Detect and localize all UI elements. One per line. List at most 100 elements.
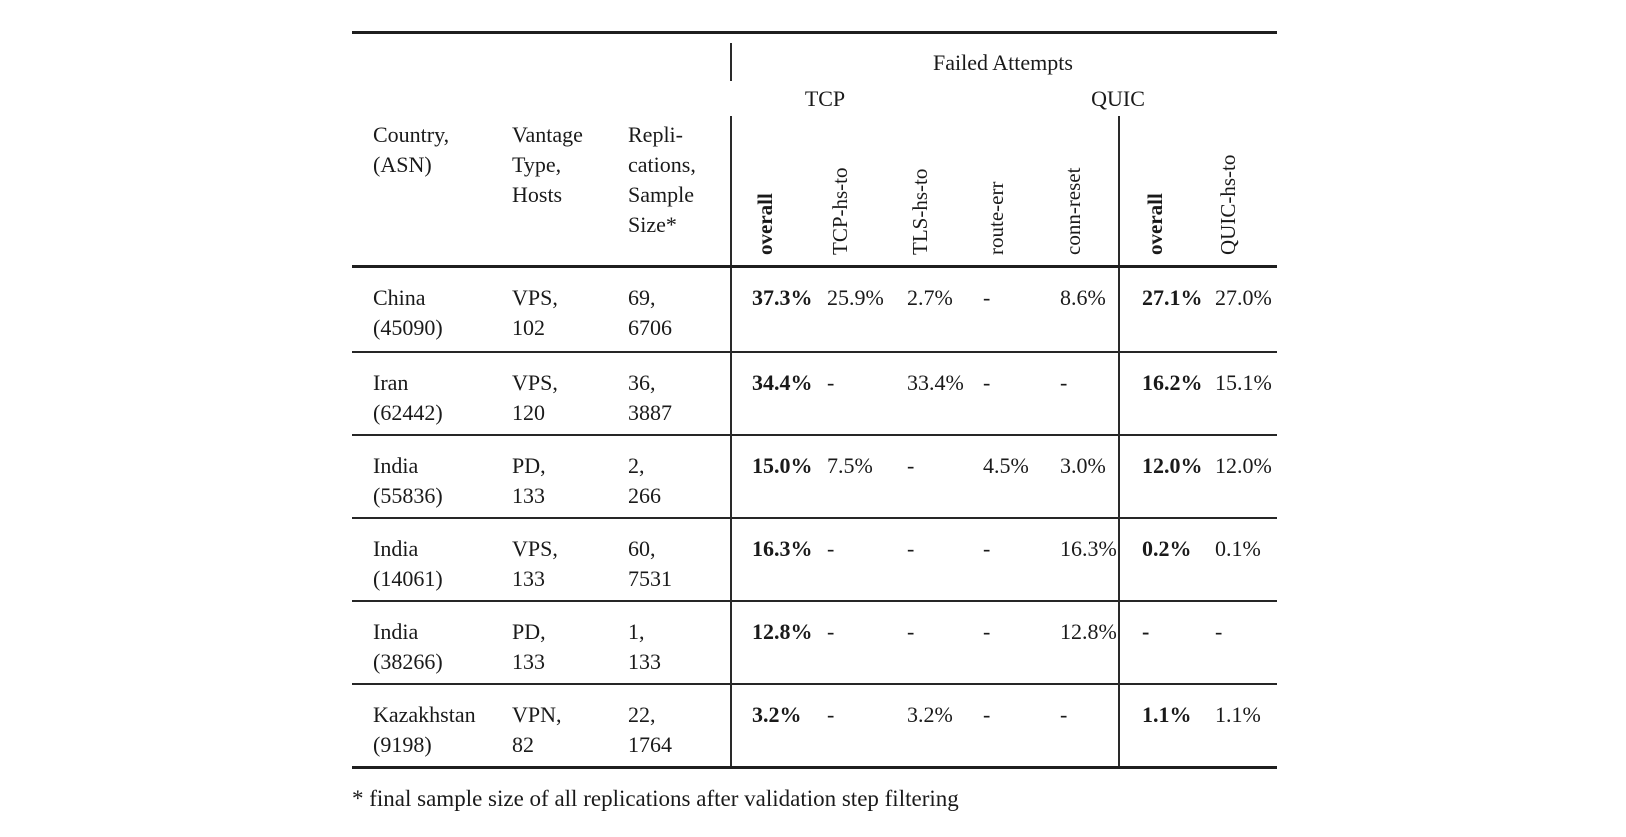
- tcp-group-divider-body: [730, 268, 732, 766]
- quic-group-divider-body: [1118, 268, 1120, 766]
- cell-route-err: -: [978, 685, 1055, 766]
- table-body: China (45090) VPS, 102 69, 6706 37.3% 25…: [352, 268, 1277, 769]
- sample-size: 7531: [628, 566, 672, 591]
- sample-size: 3887: [628, 400, 672, 425]
- hosts-count: 120: [512, 400, 545, 425]
- cell-tls-hs-to: 33.4%: [902, 353, 978, 434]
- quic-overall-value: 27.1%: [1142, 285, 1203, 310]
- cell-replications: 60, 7531: [607, 519, 732, 600]
- sample-size: 1764: [628, 732, 672, 757]
- sample-size: 266: [628, 483, 661, 508]
- cell-replications: 1, 133: [607, 602, 732, 683]
- cell-tcp-hs-to: -: [822, 519, 902, 600]
- vantage-type: VPN,: [512, 702, 562, 727]
- tls-hs-to-value: 33.4%: [907, 370, 964, 395]
- cell-replications: 36, 3887: [607, 353, 732, 434]
- cell-tcp-overall: 12.8%: [732, 602, 822, 683]
- replications-count: 22,: [628, 702, 656, 727]
- quic-overall-value: -: [1142, 619, 1150, 644]
- cell-tcp-hs-to: -: [822, 685, 902, 766]
- tcp-hs-to-value: -: [827, 536, 835, 561]
- cell-route-err: -: [978, 268, 1055, 351]
- quic-hs-to-value: 1.1%: [1215, 702, 1261, 727]
- table-row: India (38266) PD, 133 1, 133 12.8% - - -…: [352, 600, 1277, 683]
- hosts-count: 133: [512, 649, 545, 674]
- cell-vantage: VPS, 133: [491, 519, 607, 600]
- group-header-tcp: TCP: [804, 86, 846, 111]
- column-header-route-err: route-err: [984, 181, 1008, 255]
- tcp-group-divider-top: [730, 43, 732, 81]
- quic-group-divider-header: [1118, 116, 1120, 265]
- tcp-group-divider-header: [730, 116, 732, 265]
- cell-tcp-hs-to: -: [822, 602, 902, 683]
- quic-hs-to-value: -: [1215, 619, 1223, 644]
- replications-count: 69,: [628, 285, 656, 310]
- cell-replications: 22, 1764: [607, 685, 732, 766]
- cell-tcp-overall: 16.3%: [732, 519, 822, 600]
- column-header-conn-reset: conn-reset: [1061, 167, 1085, 255]
- hosts-count: 133: [512, 566, 545, 591]
- country-name: India: [373, 453, 419, 478]
- quic-overall-value: 12.0%: [1142, 453, 1203, 478]
- cell-replications: 69, 6706: [607, 268, 732, 351]
- conn-reset-value: 3.0%: [1060, 453, 1106, 478]
- asn-value: (55836): [373, 483, 443, 508]
- table-footnote: * final sample size of all replications …: [352, 786, 959, 811]
- cell-tcp-hs-to: 7.5%: [822, 436, 902, 517]
- replications-count: 36,: [628, 370, 656, 395]
- table-row: India (14061) VPS, 133 60, 7531 16.3% - …: [352, 517, 1277, 600]
- quic-hs-to-value: 15.1%: [1215, 370, 1272, 395]
- asn-value: (14061): [373, 566, 443, 591]
- cell-quic-overall: 27.1%: [1120, 268, 1210, 351]
- cell-route-err: 4.5%: [978, 436, 1055, 517]
- cell-quic-overall: 16.2%: [1120, 353, 1210, 434]
- cell-route-err: -: [978, 519, 1055, 600]
- cell-conn-reset: -: [1055, 685, 1120, 766]
- replications-count: 60,: [628, 536, 656, 561]
- cell-quic-overall: 0.2%: [1120, 519, 1210, 600]
- hosts-count: 102: [512, 315, 545, 340]
- column-header-vantage-line1: Vantage: [512, 122, 583, 147]
- tls-hs-to-value: -: [907, 536, 915, 561]
- cell-tls-hs-to: -: [902, 602, 978, 683]
- asn-value: (62442): [373, 400, 443, 425]
- quic-hs-to-value: 27.0%: [1215, 285, 1272, 310]
- cell-conn-reset: 3.0%: [1055, 436, 1120, 517]
- replications-count: 1,: [628, 619, 645, 644]
- route-err-value: -: [983, 370, 991, 395]
- cell-quic-hs-to: -: [1210, 602, 1277, 683]
- cell-country: Kazakhstan (9198): [352, 685, 491, 766]
- cell-tcp-overall: 15.0%: [732, 436, 822, 517]
- column-header-tcp-overall: overall: [753, 193, 777, 255]
- cell-tls-hs-to: 3.2%: [902, 685, 978, 766]
- conn-reset-value: -: [1060, 370, 1068, 395]
- tcp-hs-to-value: -: [827, 370, 835, 395]
- column-header-vantage-line2: Type,: [512, 152, 562, 177]
- tcp-hs-to-value: 25.9%: [827, 285, 884, 310]
- route-err-value: -: [983, 285, 991, 310]
- cell-tls-hs-to: 2.7%: [902, 268, 978, 351]
- table-row: Kazakhstan (9198) VPN, 82 22, 1764 3.2% …: [352, 683, 1277, 766]
- tcp-overall-value: 12.8%: [752, 619, 813, 644]
- quic-hs-to-value: 0.1%: [1215, 536, 1261, 561]
- quic-overall-value: 16.2%: [1142, 370, 1203, 395]
- column-header-country-line1: Country,: [373, 122, 450, 147]
- column-header-repl-line3: Sample: [628, 182, 694, 207]
- tcp-overall-value: 15.0%: [752, 453, 813, 478]
- column-header-repl-line2: cations,: [628, 152, 696, 177]
- country-name: Iran: [373, 370, 409, 395]
- vantage-type: VPS,: [512, 370, 558, 395]
- tcp-overall-value: 34.4%: [752, 370, 813, 395]
- tls-hs-to-value: 3.2%: [907, 702, 953, 727]
- cell-country: India (14061): [352, 519, 491, 600]
- tcp-hs-to-value: 7.5%: [827, 453, 873, 478]
- cell-tcp-overall: 3.2%: [732, 685, 822, 766]
- country-name: India: [373, 619, 419, 644]
- vantage-type: VPS,: [512, 285, 558, 310]
- vantage-type: PD,: [512, 619, 546, 644]
- conn-reset-value: -: [1060, 702, 1068, 727]
- asn-value: (38266): [373, 649, 443, 674]
- tcp-overall-value: 3.2%: [752, 702, 802, 727]
- group-header-quic: QUIC: [1091, 86, 1145, 111]
